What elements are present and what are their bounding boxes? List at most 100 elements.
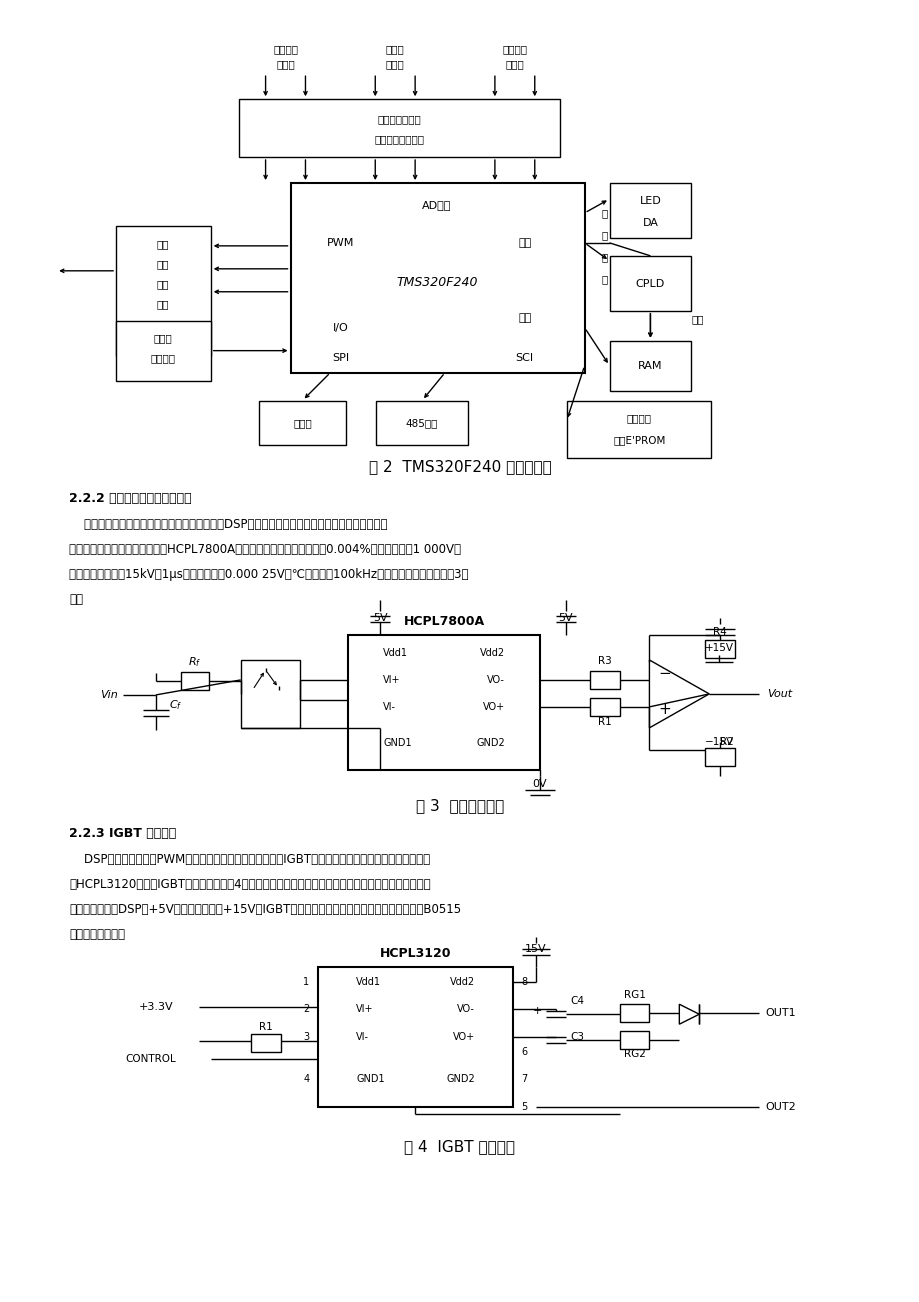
Text: DA: DA xyxy=(641,217,658,228)
Text: −: − xyxy=(657,667,670,681)
Text: OUT1: OUT1 xyxy=(765,1008,795,1018)
Bar xyxy=(116,227,210,355)
Bar xyxy=(318,967,512,1107)
Text: VO+: VO+ xyxy=(452,1032,474,1042)
Bar xyxy=(589,671,618,689)
Text: 5V: 5V xyxy=(558,613,573,624)
Text: 的HCPL3120型专用IGBT驱动电路，如图4所示。驱动电路的输入和输出是相互隔离的，驱动电路还有电: 的HCPL3120型专用IGBT驱动电路，如图4所示。驱动电路的输入和输出是相互… xyxy=(69,878,430,891)
Bar xyxy=(609,341,690,391)
Text: 模拟信号检测电路的功能是把强电信号转换为DSP可以读取的弱数字信号，同时要保证强电和弱: 模拟信号检测电路的功能是把强电信号转换为DSP可以读取的弱数字信号，同时要保证强… xyxy=(69,518,387,531)
Text: R3: R3 xyxy=(597,656,611,667)
Bar xyxy=(116,320,210,380)
Bar xyxy=(238,99,559,158)
Text: 转换: 转换 xyxy=(156,259,169,268)
Bar xyxy=(618,1004,649,1022)
Text: 电平: 电平 xyxy=(156,238,169,249)
Text: 输: 输 xyxy=(601,251,607,262)
Text: VO+: VO+ xyxy=(482,702,505,712)
Text: SCI: SCI xyxy=(516,353,533,363)
Text: 流电压: 流电压 xyxy=(385,60,404,69)
Text: VI+: VI+ xyxy=(356,1004,373,1014)
Bar xyxy=(290,184,584,372)
Bar xyxy=(609,256,690,311)
Text: 2: 2 xyxy=(303,1004,310,1014)
Text: 和电流: 和电流 xyxy=(276,60,295,69)
Text: LED: LED xyxy=(639,197,661,206)
Text: HCPL3120: HCPL3120 xyxy=(379,947,450,960)
Text: Vdd2: Vdd2 xyxy=(449,978,474,987)
Text: 示。: 示。 xyxy=(69,592,83,605)
Text: Vdd1: Vdd1 xyxy=(383,648,408,658)
Text: GND1: GND1 xyxy=(383,738,412,747)
Text: VO-: VO- xyxy=(486,674,505,685)
Text: 和电流: 和电流 xyxy=(505,60,524,69)
Bar xyxy=(609,184,690,238)
Bar xyxy=(376,401,468,445)
Text: DSP控制电路产生的PWM信号先通过驱动电路，然后控制IGBT开关管的开通状态。笔者选用惠普公司: DSP控制电路产生的PWM信号先通过驱动电路，然后控制IGBT开关管的开通状态。… xyxy=(69,853,430,866)
Bar xyxy=(250,1034,280,1052)
Text: 放大: 放大 xyxy=(156,298,169,309)
Text: 驱: 驱 xyxy=(601,208,607,217)
Text: RG2: RG2 xyxy=(623,1049,645,1059)
Text: 整形: 整形 xyxy=(156,279,169,289)
Text: VI-: VI- xyxy=(383,702,396,712)
Bar xyxy=(618,1031,649,1049)
Text: 平转换功能，将DSP的+5V控制电压转换为+15V的IGBT驱动电压，驱动电路电源采用金升阳公司的B0515: 平转换功能，将DSP的+5V控制电压转换为+15V的IGBT驱动电压，驱动电路电… xyxy=(69,904,460,915)
Text: HCPL7800A: HCPL7800A xyxy=(403,615,484,628)
Text: 图 2  TMS320F240 控制板框图: 图 2 TMS320F240 控制板框图 xyxy=(369,458,550,474)
Text: VI-: VI- xyxy=(356,1032,369,1042)
Text: 数码管: 数码管 xyxy=(293,418,312,428)
Text: 7: 7 xyxy=(521,1074,528,1085)
Bar xyxy=(181,672,209,690)
Text: RAM: RAM xyxy=(638,361,662,371)
Text: 5: 5 xyxy=(521,1101,528,1112)
Text: 实时时钟: 实时时钟 xyxy=(626,414,652,423)
Text: R1: R1 xyxy=(597,717,611,727)
Text: CONTROL: CONTROL xyxy=(125,1055,176,1064)
Text: 4: 4 xyxy=(303,1074,309,1085)
Text: 过压过流检测电路: 过压过流检测电路 xyxy=(374,134,424,145)
Bar xyxy=(589,698,618,716)
Text: Vin: Vin xyxy=(100,690,118,700)
Text: SPI: SPI xyxy=(332,353,348,363)
Bar xyxy=(566,401,710,458)
Text: Vdd1: Vdd1 xyxy=(356,978,380,987)
Text: PWM: PWM xyxy=(326,238,354,247)
Text: 15V: 15V xyxy=(525,944,546,954)
Text: R4: R4 xyxy=(712,628,726,637)
Text: RG1: RG1 xyxy=(623,991,645,1000)
Text: GND2: GND2 xyxy=(446,1074,474,1085)
Text: 电的隔离。笔者选用惠普公司的HCPL7800A型光电耦合器，其非线性度为0.004%，共模电压为1 000V时: 电的隔离。笔者选用惠普公司的HCPL7800A型光电耦合器，其非线性度为0.00… xyxy=(69,543,460,556)
Text: 2.2.2 电压和电流信号检测电路: 2.2.2 电压和电流信号检测电路 xyxy=(69,492,191,505)
Text: VO-: VO- xyxy=(457,1004,474,1014)
Text: 图 3  隔离检测电路: 图 3 隔离检测电路 xyxy=(415,798,504,814)
Text: 型隔离电源模块。: 型隔离电源模块。 xyxy=(69,928,125,941)
Text: $C_f$: $C_f$ xyxy=(169,698,182,712)
Text: 485通信: 485通信 xyxy=(405,418,437,428)
Bar xyxy=(705,747,734,766)
Text: OUT2: OUT2 xyxy=(765,1101,795,1112)
Text: 模拟信号调理及: 模拟信号调理及 xyxy=(377,115,421,124)
Text: 的共模抑制能力为15kV／1μs，增益温漂为0.000 25V／℃，带宽为100kHz。具体隔离检测电路如图3所: 的共模抑制能力为15kV／1μs，增益温漂为0.000 25V／℃，带宽为100… xyxy=(69,568,468,581)
Text: 中断: 中断 xyxy=(517,238,531,247)
Text: 串行E'PROM: 串行E'PROM xyxy=(613,435,665,445)
Bar xyxy=(348,635,539,769)
Text: 交流电压: 交流电压 xyxy=(502,44,527,55)
Text: 8: 8 xyxy=(521,978,528,987)
Text: $R_f$: $R_f$ xyxy=(187,655,201,669)
Text: 直流电压: 直流电压 xyxy=(273,44,298,55)
Text: +3.3V: +3.3V xyxy=(139,1003,173,1012)
Text: 时钟、: 时钟、 xyxy=(153,333,172,344)
Text: +15V: +15V xyxy=(704,643,733,654)
Text: 总线: 总线 xyxy=(517,312,531,323)
Text: I/O: I/O xyxy=(332,323,348,333)
Text: VI+: VI+ xyxy=(383,674,401,685)
Text: R2: R2 xyxy=(720,737,733,747)
Text: 0V: 0V xyxy=(532,779,547,789)
Text: 动: 动 xyxy=(601,230,607,240)
Text: 片选: 片选 xyxy=(690,314,703,324)
Text: GND2: GND2 xyxy=(476,738,505,747)
Text: Vdd2: Vdd2 xyxy=(479,648,505,658)
Text: C3: C3 xyxy=(570,1032,584,1042)
Text: Vout: Vout xyxy=(766,689,791,699)
